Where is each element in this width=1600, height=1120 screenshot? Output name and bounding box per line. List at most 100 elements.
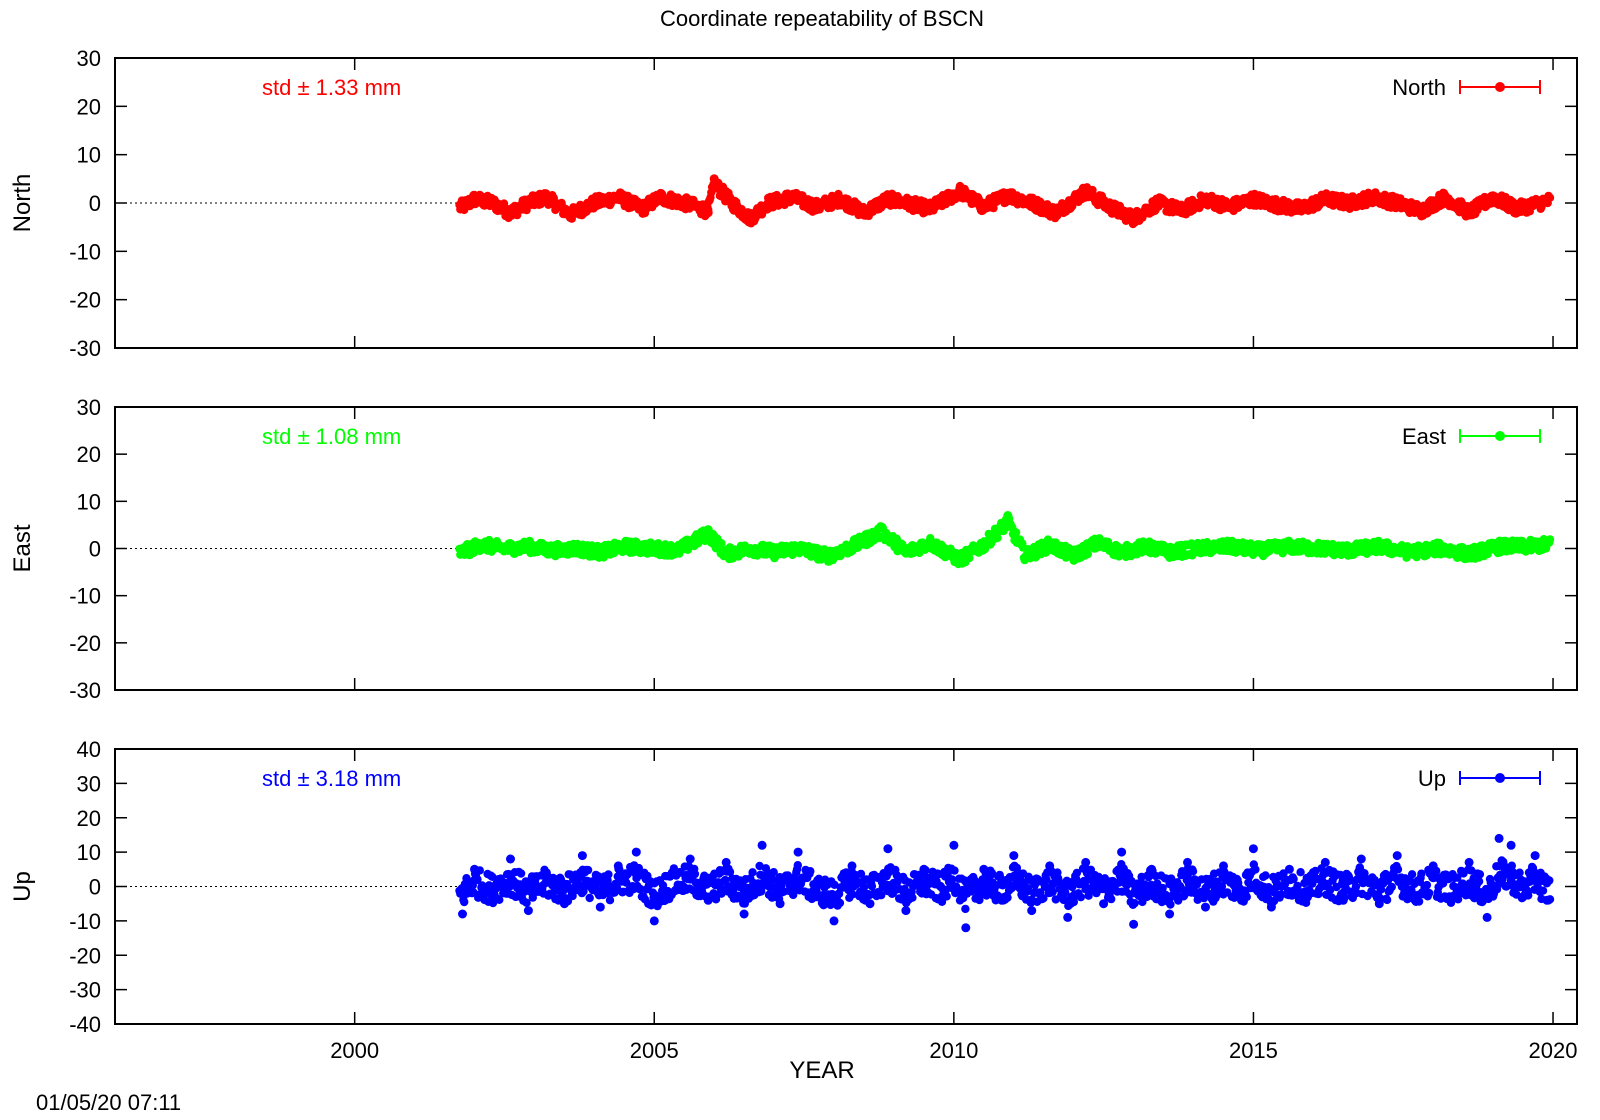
- up-data-point: [1356, 854, 1366, 864]
- up-data-point: [1542, 895, 1552, 905]
- up-data-point: [806, 867, 815, 876]
- north-data-point: [1537, 202, 1546, 212]
- east-data-point: [571, 544, 581, 553]
- up-data-point: [1081, 857, 1091, 867]
- east-data-point: [1254, 546, 1264, 556]
- east-data-point: [1117, 548, 1127, 558]
- east-data-point: [1003, 511, 1013, 520]
- north-legend-marker: [1495, 82, 1505, 92]
- up-data-point: [631, 847, 641, 857]
- east-data-point: [1021, 553, 1031, 563]
- north-data-point: [523, 198, 533, 208]
- north-data-point: [955, 184, 965, 193]
- up-data-point: [523, 906, 533, 916]
- north-data-point: [901, 198, 911, 208]
- up-data-point: [961, 923, 971, 933]
- up-data-point: [1518, 892, 1528, 902]
- up-data-point: [1545, 876, 1554, 885]
- figure-title: Coordinate repeatability of BSCN: [660, 6, 984, 31]
- north-data-point: [1081, 184, 1091, 193]
- up-data-point: [595, 902, 605, 912]
- up-data-point: [1467, 866, 1476, 875]
- up-data-point: [1515, 868, 1524, 877]
- up-data-point: [1230, 893, 1239, 902]
- up-data-point: [1144, 872, 1153, 882]
- up-legend-marker: [1495, 773, 1505, 783]
- east-data-point: [500, 544, 509, 553]
- east-data-point: [673, 546, 683, 556]
- up-data-point: [1351, 882, 1361, 891]
- up-y-tick-label: -30: [69, 978, 101, 1003]
- up-data-point: [877, 891, 886, 900]
- up-data-point: [658, 881, 668, 890]
- north-data-point: [745, 217, 755, 227]
- up-data-point: [755, 861, 764, 871]
- up-data-point: [636, 884, 645, 894]
- north-data-point: [506, 210, 515, 220]
- up-data-point: [961, 904, 970, 914]
- east-y-axis-label: East: [9, 524, 36, 572]
- up-data-point: [604, 870, 613, 879]
- east-data-point: [1518, 541, 1528, 551]
- north-legend-label: North: [1392, 75, 1446, 100]
- up-data-point: [1387, 882, 1397, 892]
- up-data-point: [1382, 895, 1392, 905]
- north-data-point: [613, 191, 623, 201]
- up-y-tick-label: -20: [69, 943, 101, 968]
- up-data-point: [1072, 868, 1082, 878]
- up-data-point: [1410, 895, 1420, 905]
- up-data-point: [1289, 874, 1298, 884]
- up-data-point: [1506, 840, 1516, 850]
- up-data-point: [721, 875, 730, 885]
- north-data-point: [1153, 198, 1163, 208]
- north-data-point: [679, 198, 689, 208]
- north-data-point: [1129, 217, 1139, 227]
- north-data-point: [1177, 208, 1186, 218]
- up-data-point: [1166, 900, 1175, 909]
- north-data-point: [488, 198, 497, 208]
- x-tick-label: 2020: [1529, 1038, 1578, 1063]
- east-y-tick-label: 20: [77, 442, 101, 467]
- north-std-label: std ± 1.33 mm: [262, 75, 401, 100]
- north-data-point: [541, 191, 551, 201]
- east-data-point: [925, 536, 935, 546]
- up-y-tick-label: 10: [77, 840, 101, 865]
- up-data-point: [847, 861, 857, 871]
- north-y-tick-label: -10: [69, 239, 101, 264]
- up-data-point: [522, 898, 531, 907]
- north-data-point: [1368, 191, 1378, 201]
- up-data-point: [1063, 912, 1073, 922]
- north-data-point: [1272, 200, 1282, 210]
- east-legend-marker: [1495, 431, 1505, 441]
- up-data-point: [865, 899, 875, 909]
- east-data-point: [823, 553, 833, 563]
- east-data-point: [721, 551, 731, 561]
- east-y-tick-label: -30: [69, 678, 101, 703]
- up-data-point: [1045, 861, 1055, 871]
- up-data-point: [1320, 857, 1330, 867]
- up-y-tick-label: 20: [77, 806, 101, 831]
- up-data-point: [1076, 893, 1086, 902]
- up-data-point: [1048, 887, 1057, 896]
- up-data-point: [948, 875, 957, 884]
- north-data-point: [1464, 210, 1474, 220]
- up-data-point: [1464, 857, 1474, 867]
- up-data-point: [793, 847, 803, 857]
- up-data-point: [1393, 865, 1403, 874]
- up-data-point: [577, 851, 587, 861]
- up-data-point: [1069, 897, 1079, 907]
- up-data-point: [856, 869, 866, 879]
- east-std-label: std ± 1.08 mm: [262, 424, 401, 449]
- east-data-points: [455, 511, 1555, 569]
- x-tick-label: 2000: [330, 1038, 379, 1063]
- up-data-point: [583, 865, 593, 875]
- east-y-tick-label: 0: [89, 537, 101, 562]
- north-data-point: [1296, 205, 1306, 215]
- north-data-point: [979, 203, 989, 213]
- north-panel: 30 20 10 0 -10 -20 -30 North std ± 1.33 mm North: [9, 46, 1578, 361]
- east-data-point: [717, 539, 726, 548]
- up-data-point: [1266, 902, 1276, 912]
- east-data-point: [847, 541, 857, 551]
- up-data-point: [937, 892, 947, 902]
